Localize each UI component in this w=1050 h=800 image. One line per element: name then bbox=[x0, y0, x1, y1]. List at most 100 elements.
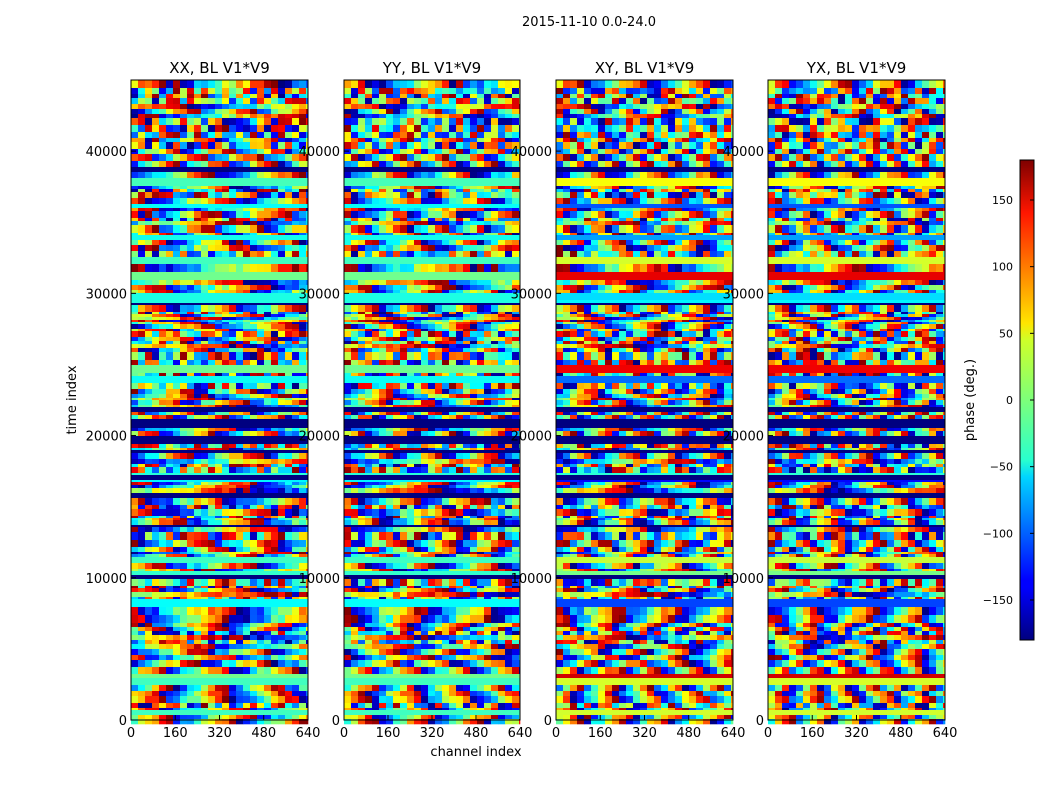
heatmap-cell bbox=[180, 557, 188, 564]
heatmap-cell bbox=[243, 467, 251, 474]
heatmap-cell bbox=[257, 290, 265, 294]
heatmap-cell bbox=[271, 631, 279, 636]
heatmap-cell bbox=[421, 186, 429, 190]
heatmap-cell bbox=[138, 225, 146, 234]
heatmap-cell bbox=[208, 161, 216, 168]
heatmap-cell bbox=[271, 98, 279, 105]
heatmap-cell bbox=[215, 678, 223, 686]
heatmap-cell bbox=[358, 300, 366, 304]
heatmap-cell bbox=[278, 192, 286, 199]
heatmap-cell bbox=[145, 132, 153, 139]
heatmap-cell bbox=[498, 225, 506, 234]
heatmap-cell bbox=[407, 221, 415, 226]
heatmap-cell bbox=[306, 482, 309, 486]
heatmap-cell bbox=[180, 324, 188, 330]
heatmap-cell bbox=[159, 419, 167, 423]
heatmap-cell bbox=[208, 80, 216, 89]
heatmap-cell bbox=[215, 280, 223, 286]
heatmap-cell bbox=[250, 211, 258, 219]
heatmap-cell bbox=[393, 317, 401, 321]
heatmap-cell bbox=[201, 344, 209, 349]
heatmap-cell bbox=[145, 569, 153, 572]
heatmap-cell bbox=[285, 644, 293, 650]
heatmap-cell bbox=[222, 459, 230, 465]
heatmap-cell bbox=[243, 599, 251, 608]
heatmap-cell bbox=[278, 540, 286, 548]
heatmap-cell bbox=[365, 221, 373, 226]
heatmap-cell bbox=[505, 192, 513, 199]
heatmap-cell bbox=[271, 348, 279, 353]
heatmap-cell bbox=[299, 527, 307, 533]
heatmap-cell bbox=[271, 405, 279, 408]
heatmap-cell bbox=[505, 272, 513, 281]
heatmap-cell bbox=[456, 149, 464, 155]
heatmap-cell bbox=[271, 569, 279, 572]
heatmap-cell bbox=[257, 114, 265, 119]
heatmap-cell bbox=[512, 317, 520, 321]
heatmap-cell bbox=[393, 305, 401, 313]
heatmap-cell bbox=[449, 149, 457, 155]
heatmap-cell bbox=[407, 125, 415, 133]
heatmap-cell bbox=[299, 482, 307, 486]
heatmap-cell bbox=[285, 348, 293, 353]
heatmap-cell bbox=[187, 488, 195, 494]
heatmap-cell bbox=[386, 240, 394, 246]
heatmap-cell bbox=[512, 341, 520, 345]
heatmap-cell bbox=[264, 322, 272, 325]
heatmap-cell bbox=[306, 192, 309, 199]
heatmap-cell bbox=[236, 138, 244, 143]
heatmap-cell bbox=[208, 317, 216, 321]
heatmap-cell bbox=[236, 448, 244, 451]
heatmap-cell bbox=[477, 167, 485, 173]
heatmap-cell bbox=[278, 305, 286, 313]
heatmap-cell bbox=[414, 245, 422, 252]
heatmap-cell bbox=[505, 109, 513, 115]
heatmap-cell bbox=[344, 189, 352, 193]
heatmap-cell bbox=[306, 221, 309, 226]
heatmap-cell bbox=[131, 303, 139, 306]
heatmap-cell bbox=[201, 142, 209, 150]
heatmap-cell bbox=[194, 118, 202, 126]
heatmap-cell bbox=[187, 208, 195, 212]
heatmap-cell bbox=[243, 118, 251, 126]
heatmap-cell bbox=[222, 678, 230, 686]
heatmap-cell bbox=[285, 80, 293, 89]
heatmap-cell bbox=[400, 300, 408, 304]
heatmap-cell bbox=[271, 300, 279, 304]
heatmap-cell bbox=[201, 178, 209, 187]
heatmap-cell bbox=[215, 314, 223, 318]
heatmap-cell bbox=[463, 104, 471, 110]
heatmap-cell bbox=[208, 588, 216, 593]
heatmap-cell bbox=[498, 104, 506, 110]
heatmap-cell bbox=[257, 453, 265, 460]
heatmap-cell bbox=[414, 251, 422, 258]
heatmap-cell bbox=[498, 109, 506, 115]
heatmap-cell bbox=[152, 235, 160, 241]
heatmap-cell bbox=[278, 125, 286, 133]
heatmap-cell bbox=[131, 623, 139, 628]
heatmap-cell bbox=[379, 186, 387, 190]
heatmap-cell bbox=[278, 383, 286, 390]
heatmap-cell bbox=[257, 708, 265, 711]
heatmap-cell bbox=[138, 305, 146, 313]
heatmap-cell bbox=[215, 599, 223, 608]
heatmap-cell bbox=[306, 290, 309, 294]
heatmap-cell bbox=[159, 464, 167, 468]
heatmap-cell bbox=[372, 218, 380, 222]
heatmap-cell bbox=[152, 331, 160, 338]
heatmap-cell bbox=[379, 109, 387, 115]
heatmap-cell bbox=[292, 498, 300, 506]
heatmap-cell bbox=[491, 365, 499, 374]
heatmap-cell bbox=[222, 245, 230, 252]
heatmap-cell bbox=[131, 640, 139, 645]
heatmap-cell bbox=[173, 154, 181, 162]
heatmap-cell bbox=[292, 678, 300, 686]
heatmap-cell bbox=[229, 211, 237, 219]
heatmap-cell bbox=[152, 493, 160, 499]
heatmap-cell bbox=[264, 293, 272, 301]
heatmap-cell bbox=[229, 527, 237, 533]
heatmap-cell bbox=[435, 204, 443, 209]
heatmap-cell bbox=[166, 540, 174, 548]
heatmap-cell bbox=[145, 586, 153, 589]
heatmap-cell bbox=[414, 142, 422, 150]
